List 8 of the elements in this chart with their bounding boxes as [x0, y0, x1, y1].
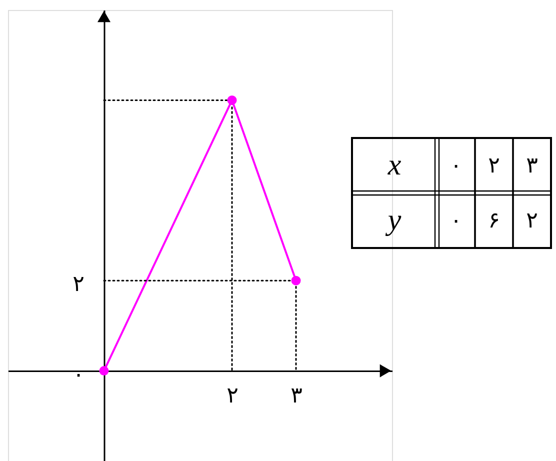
text: ۶: [488, 208, 500, 234]
x-axis-title: x: [386, 148, 402, 182]
text: ۲: [526, 208, 538, 234]
text: ۰: [450, 208, 462, 234]
text: ۳: [526, 154, 538, 178]
text: ۰: [450, 154, 462, 178]
text: ۲: [488, 154, 500, 178]
y-axis-title: y: [384, 204, 402, 236]
